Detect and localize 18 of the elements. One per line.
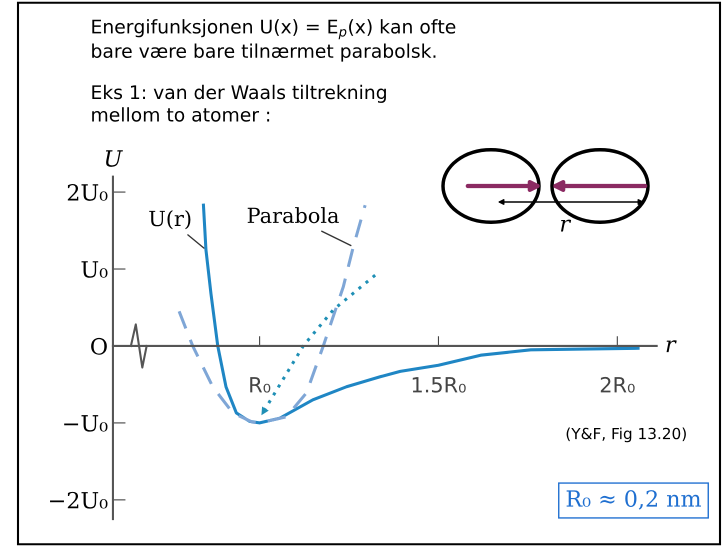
y-axis-title: U [106,150,123,167]
x-tick-label: 2R₀ [600,376,635,393]
y-tick-label: −U₀ [64,415,108,432]
annotation: R₀ ≈ 0,2 nm [566,490,701,510]
chart-subtitle: Eks 1: van der Waals tiltrekning mellom to atomer : [92,84,386,122]
y-tick-label: 2U₀ [68,184,108,201]
y-tick-label: −2U₀ [50,492,108,509]
x-tick-label: R₀ [250,377,270,393]
y-tick-label: O [91,338,107,355]
annotation: Parabola [248,207,339,224]
annotation: U(r) [149,210,190,230]
annotation: (Y&F, Fig 13.20) [566,427,686,442]
y-tick-label: U₀ [81,261,108,278]
annotation: r [560,220,572,232]
x-tick-label: 1.5R₀ [412,377,466,393]
x-axis-title: r [666,340,677,352]
chart-title: Energifunksjonen U(x) = E$_{p}$(x) kan ofte bare være bare tilnærmet parabolsk. [92,19,456,62]
line-series [202,204,640,424]
